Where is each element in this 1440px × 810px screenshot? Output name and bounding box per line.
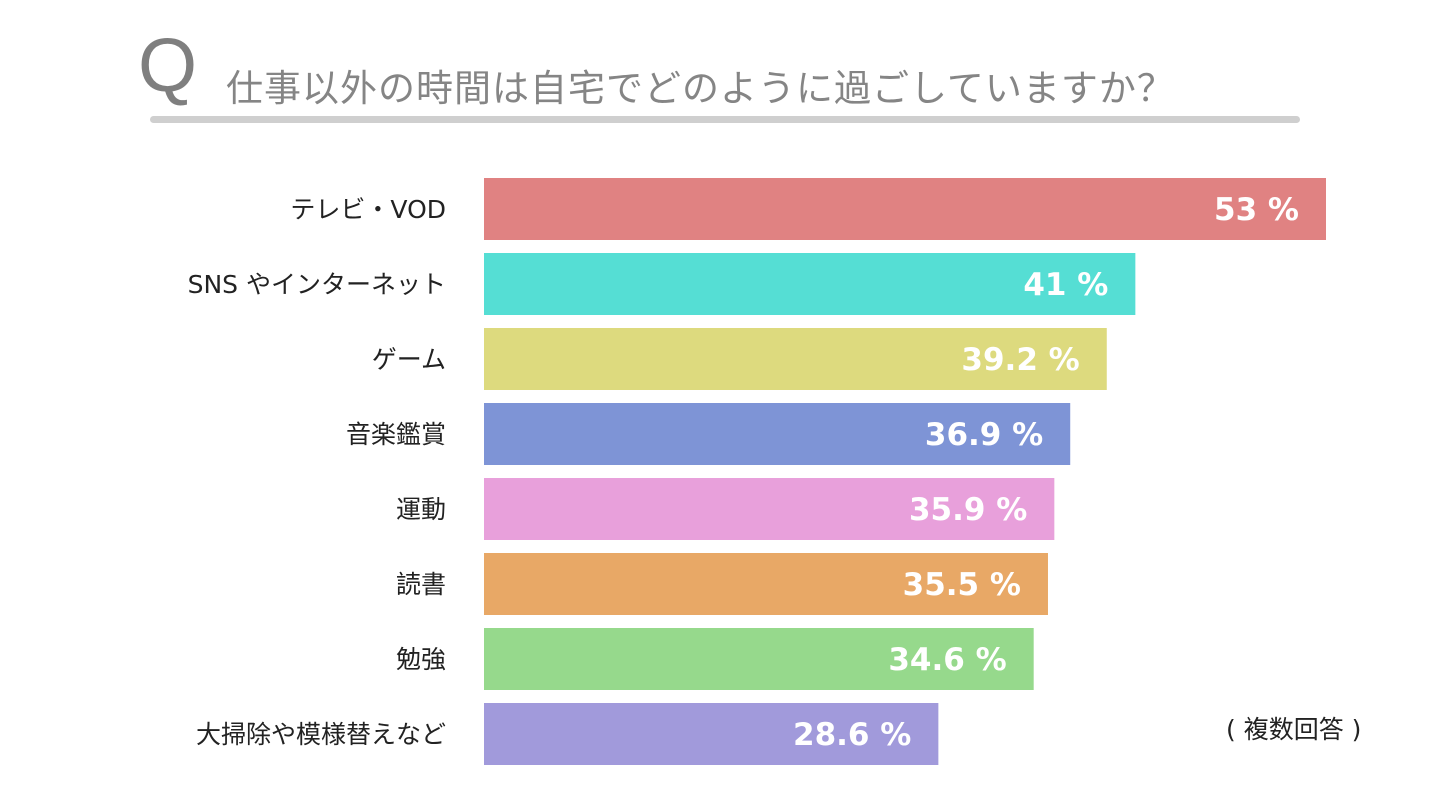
value-label: 28.6 % xyxy=(793,717,911,753)
value-label: 34.6 % xyxy=(888,642,1006,678)
bar xyxy=(484,628,1034,690)
value-label: 39.2 % xyxy=(961,342,1079,378)
category-label: 運動 xyxy=(396,495,446,524)
bar xyxy=(484,178,1326,240)
bar xyxy=(484,478,1055,540)
value-label: 35.5 % xyxy=(903,567,1021,603)
value-label: 36.9 % xyxy=(925,417,1043,453)
category-label: ゲーム xyxy=(372,345,446,374)
title-underline xyxy=(150,116,1300,123)
bar xyxy=(484,253,1136,315)
bar xyxy=(484,553,1048,615)
bar xyxy=(484,703,939,765)
category-label: テレビ・VOD xyxy=(290,195,446,224)
category-label: 読書 xyxy=(396,570,446,599)
category-label: 勉強 xyxy=(396,645,446,674)
q-mark: Q xyxy=(138,23,198,108)
category-label: 大掃除や模様替えなど xyxy=(196,720,446,749)
bar xyxy=(484,328,1107,390)
category-label: 音楽鑑賞 xyxy=(346,420,446,449)
multiple-answer-note: ( 複数回答 ) xyxy=(1226,715,1362,744)
value-label: 41 % xyxy=(1023,267,1108,303)
bar xyxy=(484,403,1071,465)
value-label: 35.9 % xyxy=(909,492,1027,528)
category-label: SNS やインターネット xyxy=(188,270,446,299)
value-label: 53 % xyxy=(1214,192,1299,228)
chart-title: 仕事以外の時間は自宅でどのように過ごしていますか？ xyxy=(226,67,1175,110)
